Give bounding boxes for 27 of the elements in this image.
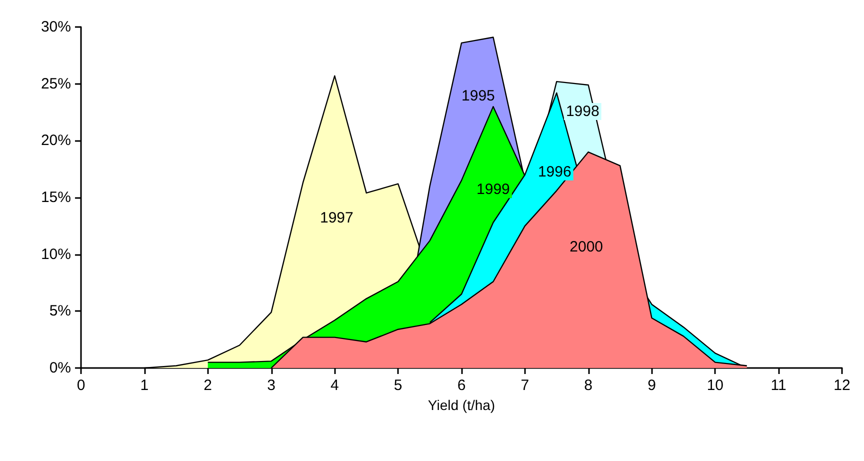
y-tick-label: 20%: [40, 132, 71, 150]
x-tick-label: 8: [584, 377, 593, 394]
x-tick-label: 2: [204, 377, 212, 394]
x-tick-label: 7: [520, 377, 530, 394]
series-label: 1996: [538, 163, 572, 180]
y-tick-label: 5%: [49, 302, 71, 320]
x-tick-label: 1: [140, 377, 149, 394]
x-tick-label: 5: [394, 377, 402, 394]
series-label: 1997: [320, 209, 354, 226]
y-tick-label: 15%: [40, 189, 71, 206]
series-label: 1995: [462, 88, 495, 105]
x-tick-label: 10: [706, 377, 724, 394]
y-tick-label: 0%: [49, 360, 71, 376]
y-tick-label: 30%: [40, 18, 71, 36]
series-label: 2000: [570, 238, 604, 256]
x-tick-label: 0: [76, 377, 86, 394]
x-tick-label: 11: [770, 377, 786, 394]
y-tick-label: 10%: [40, 246, 71, 263]
y-tick-label: 25%: [40, 75, 71, 92]
series-label: 1998: [566, 103, 600, 120]
x-tick-label: 6: [457, 377, 466, 394]
series-label: 1999: [476, 181, 510, 198]
x-tick-label: 4: [330, 377, 339, 394]
x-axis-title: Yield (t/ha): [428, 396, 496, 413]
x-tick-label: 3: [267, 377, 276, 394]
x-tick-label: 9: [648, 377, 656, 394]
x-tick-label: 12: [834, 377, 850, 394]
